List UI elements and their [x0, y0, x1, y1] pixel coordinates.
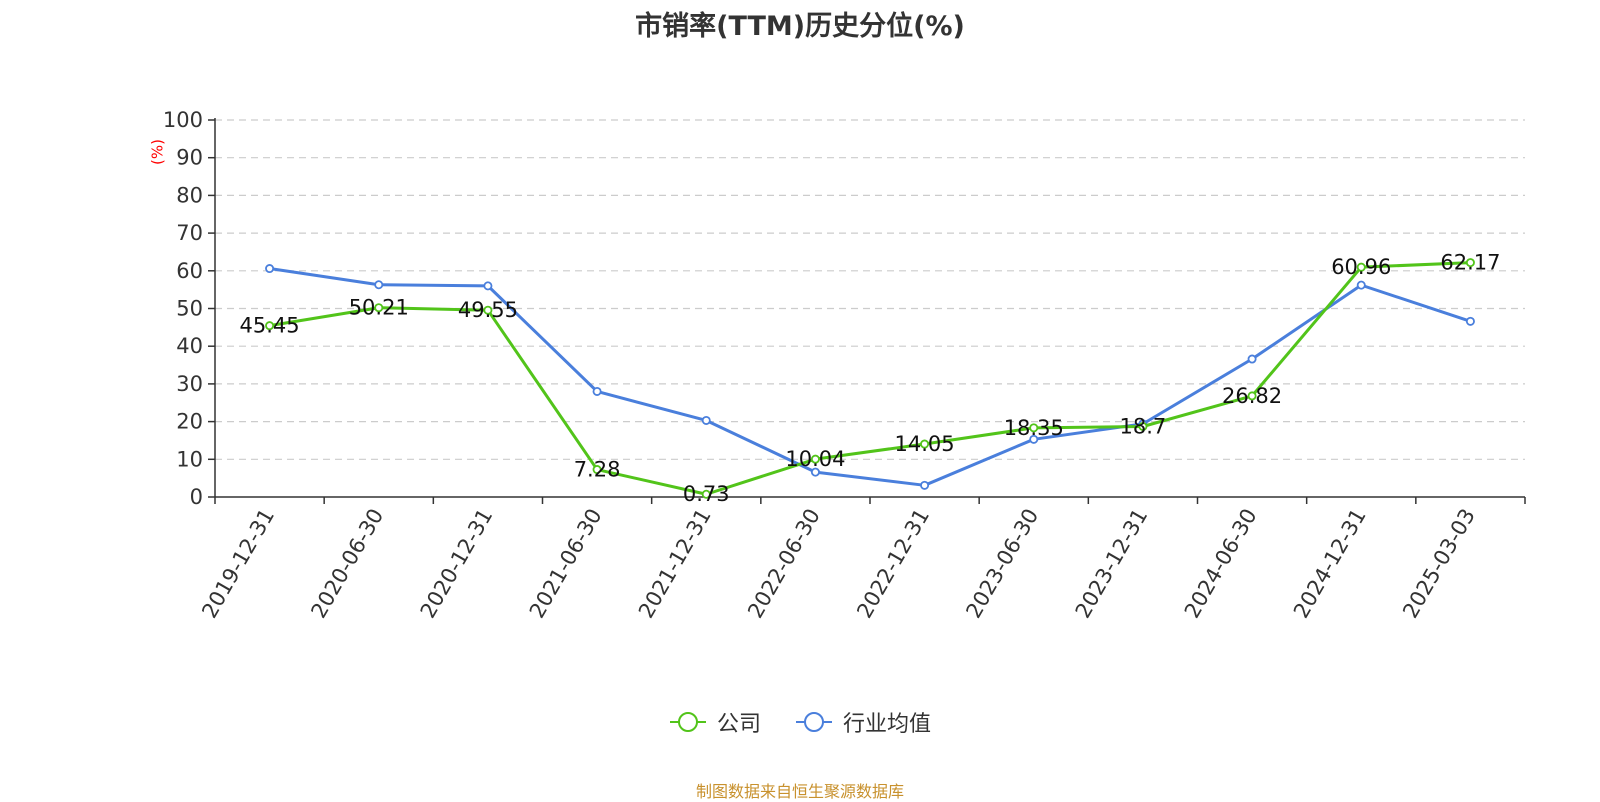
legend-item-industry-average[interactable]: 行业均值 — [795, 706, 931, 738]
x-tick-label: 2022-06-30 — [743, 505, 825, 623]
chart-title: 市销率(TTM)历史分位(%) — [635, 11, 965, 42]
source-note: 制图数据来自恒生聚源数据库 — [695, 782, 904, 801]
data-point — [1465, 316, 1475, 326]
data-point — [265, 264, 275, 274]
axis-layer: 0 10 20 30 40 50 60 70 80 90 100 2019-12-31 2020-06-… — [149, 108, 1526, 622]
y-axis-title: (%) — [149, 139, 167, 165]
data-point — [1356, 280, 1366, 290]
x-tick-label: 2019-12-31 — [197, 505, 279, 623]
data-label: 60.96 — [1331, 255, 1391, 279]
data-label: 10.04 — [785, 447, 845, 471]
data-label: 26.82 — [1222, 384, 1282, 408]
y-tick-label: 50 — [176, 297, 203, 321]
x-tick-label: 2021-06-30 — [525, 505, 607, 623]
data-point — [265, 321, 275, 331]
data-point — [701, 415, 711, 425]
legend-item-company[interactable]: 公司 — [669, 706, 761, 738]
x-tick-label: 2021-12-31 — [634, 505, 716, 623]
data-point — [1247, 391, 1257, 401]
y-tick-label: 40 — [176, 334, 203, 358]
series-layer — [265, 258, 1475, 499]
y-tick-label: 100 — [163, 108, 203, 132]
data-point — [920, 439, 930, 449]
legend-line-circle-icon — [796, 712, 832, 732]
data-label: 18.35 — [1004, 416, 1064, 440]
data-label: 50.21 — [349, 296, 409, 320]
data-point — [374, 280, 384, 290]
data-label: 18.7 — [1120, 415, 1167, 439]
data-point — [810, 454, 820, 464]
legend-label-industry-average: 行业均值 — [843, 712, 932, 737]
x-tick-label: 2024-06-30 — [1180, 505, 1262, 623]
x-tick-label: 2023-12-31 — [1071, 505, 1153, 623]
data-point — [483, 281, 493, 291]
data-label: 7.28 — [574, 458, 621, 482]
data-label: 62.17 — [1440, 251, 1500, 275]
legend-label-company: 公司 — [716, 712, 761, 737]
y-tick-label: 10 — [176, 447, 203, 471]
legend: 公司 行业均值 — [0, 706, 1600, 738]
y-tick-label: 90 — [176, 146, 203, 170]
series-line-industry-average — [269, 267, 1471, 487]
data-point — [374, 303, 384, 313]
series-line-company — [269, 261, 1471, 496]
x-tick-label: 2024-12-31 — [1289, 505, 1371, 623]
x-tick-label: 2020-12-31 — [416, 504, 498, 622]
data-point — [1247, 354, 1257, 364]
data-point — [1138, 422, 1148, 432]
x-tick-label: 2025-03-03 — [1398, 505, 1480, 623]
data-point — [920, 480, 930, 490]
data-point — [592, 386, 602, 396]
grid-layer — [215, 119, 1525, 460]
data-point — [1029, 434, 1039, 444]
data-label: 49.55 — [458, 298, 518, 322]
x-tick-label: 2023-06-30 — [961, 505, 1043, 623]
x-tick-label: 2022-12-31 — [852, 504, 934, 622]
data-label: 45.45 — [240, 314, 300, 338]
data-label: 14.05 — [895, 432, 955, 456]
data-point — [701, 489, 711, 499]
data-label-layer: 45.45 50.21 49.55 7.28 0.73 10.04 14.05 18.35 18… — [240, 251, 1501, 507]
data-point — [1356, 262, 1366, 272]
y-tick-label: 70 — [176, 221, 203, 245]
x-tick-label: 2020-06-30 — [306, 505, 388, 623]
y-tick-label: 80 — [176, 183, 203, 207]
data-point — [1465, 258, 1475, 268]
y-tick-label: 60 — [176, 259, 203, 283]
y-tick-label: 30 — [176, 372, 203, 396]
legend-line-circle-icon — [669, 712, 706, 732]
y-tick-label: 0 — [190, 485, 203, 509]
data-point — [810, 467, 820, 477]
data-point — [483, 305, 493, 315]
data-point — [592, 465, 602, 475]
y-tick-label: 20 — [176, 410, 203, 434]
data-label: 0.73 — [683, 482, 730, 506]
data-point — [1029, 423, 1039, 433]
